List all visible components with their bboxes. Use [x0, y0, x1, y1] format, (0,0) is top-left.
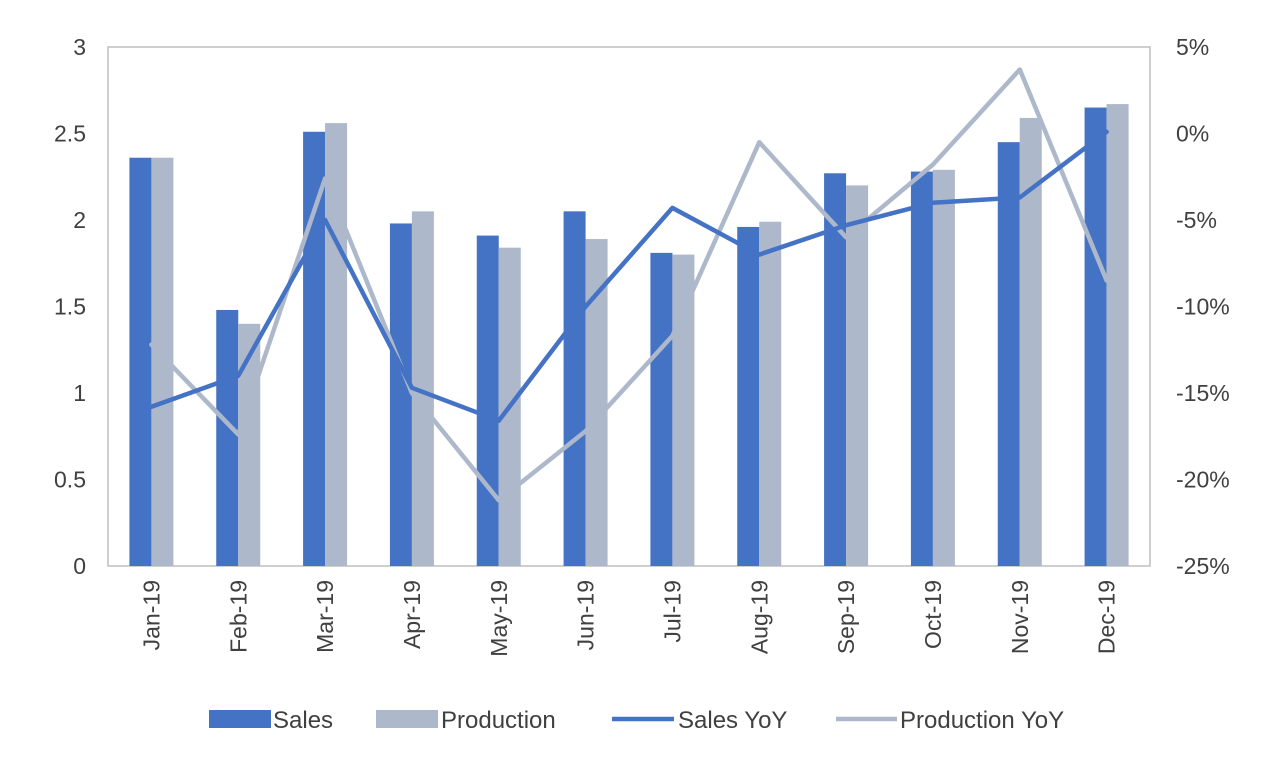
right-axis-tick-label: 0%	[1176, 121, 1209, 147]
sales-bar	[1084, 107, 1107, 567]
category-label: Oct-19	[920, 580, 946, 649]
category-label: Jun-19	[573, 580, 599, 650]
production-bar	[1106, 104, 1129, 566]
sales-bar	[476, 235, 499, 566]
production-bar	[759, 221, 782, 567]
left-axis: 0 0.5 1 1.5 2 2.5 3	[54, 34, 86, 579]
left-axis-tick-label: 2	[73, 207, 86, 233]
left-axis-tick-label: 0.5	[54, 467, 86, 493]
right-axis-tick-label: -10%	[1176, 294, 1230, 320]
production-bar	[1019, 117, 1042, 567]
category-label: Sep-19	[833, 580, 859, 654]
right-axis-tick-label: -25%	[1176, 553, 1230, 579]
production-bar	[932, 169, 955, 566]
legend-swatch-sales	[209, 710, 271, 728]
line-series-group	[149, 67, 1109, 503]
sales-bar	[389, 223, 412, 566]
left-axis-tick-label: 0	[73, 553, 86, 579]
legend: Sales Production Sales YoY Production YoY	[209, 707, 1064, 734]
category-label: Dec-19	[1094, 580, 1120, 654]
right-axis-tick-label: 5%	[1176, 34, 1209, 60]
left-axis-tick-label: 2.5	[54, 121, 86, 147]
sales-bar	[824, 173, 847, 567]
sales-bar	[910, 171, 933, 566]
sales-bar	[997, 142, 1020, 566]
plot-area-frame	[107, 46, 1151, 567]
legend-swatch-production	[376, 710, 438, 728]
left-axis-tick-label: 1.5	[54, 294, 86, 320]
production-bar	[846, 185, 869, 566]
legend-label-production-yoy: Production YoY	[900, 707, 1064, 734]
left-axis-tick-label: 3	[73, 34, 86, 60]
category-label: Mar-19	[312, 580, 338, 653]
sales-bar	[129, 157, 152, 566]
sales-yoy-line	[149, 129, 1109, 423]
right-axis-tick-label: -5%	[1176, 207, 1217, 233]
sales-bar	[650, 252, 673, 566]
bar-series-group	[129, 104, 1129, 567]
sales-bar	[737, 226, 760, 567]
production-bar	[585, 239, 608, 566]
category-label: Feb-19	[225, 580, 251, 653]
category-label: Jul-19	[659, 580, 685, 643]
category-label: Apr-19	[399, 580, 425, 649]
sales-bar	[303, 131, 326, 566]
left-axis-tick-label: 1	[73, 380, 86, 406]
category-axis: Jan-19 Feb-19 Mar-19 Apr-19 May-19 Jun-19 Jul-…	[138, 580, 1119, 657]
legend-label-production: Production	[441, 707, 556, 734]
category-label: May-19	[486, 580, 512, 657]
sales-bar	[216, 309, 239, 566]
right-axis: -25% -20% -15% -10% -5% 0% 5%	[1176, 34, 1230, 579]
category-label: Jan-19	[138, 580, 164, 650]
category-label: Aug-19	[746, 580, 772, 654]
production-bar	[411, 211, 434, 566]
legend-label-sales: Sales	[273, 707, 333, 734]
sales-bar	[563, 211, 586, 566]
right-axis-tick-label: -20%	[1176, 467, 1230, 493]
legend-label-sales-yoy: Sales YoY	[678, 707, 787, 734]
production-bar	[672, 254, 695, 566]
right-axis-tick-label: -15%	[1176, 380, 1230, 406]
category-label: Nov-19	[1007, 580, 1033, 654]
production-bar	[151, 157, 174, 566]
production-yoy-line	[149, 67, 1109, 503]
